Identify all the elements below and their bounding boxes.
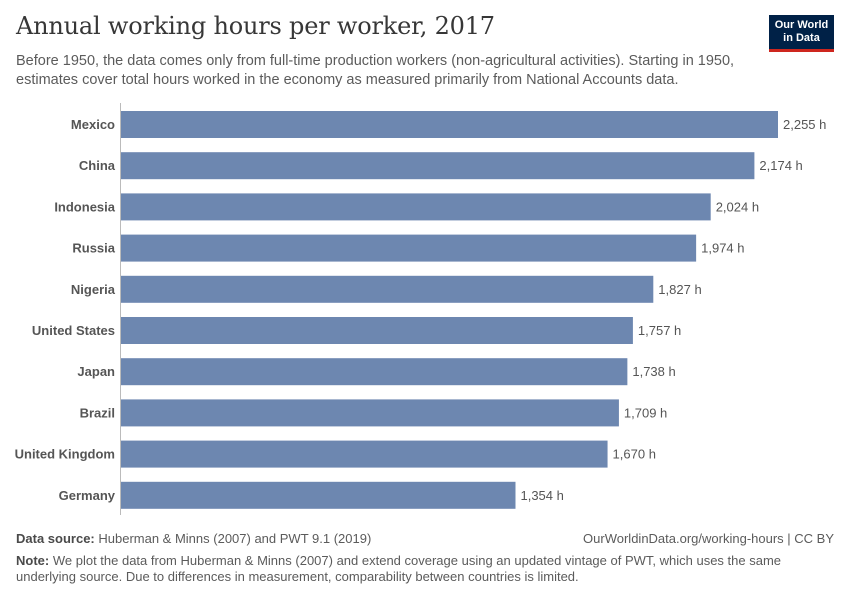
- bars-group: Mexico 2,255 h China 2,174 h Indonesia 2,024 …: [15, 111, 826, 509]
- value-label-united-kingdom: 1,670 h: [613, 447, 656, 462]
- category-label-united-states: United States: [32, 323, 115, 338]
- value-label-brazil: 1,709 h: [624, 405, 667, 420]
- category-label-nigeria: Nigeria: [71, 282, 116, 297]
- value-label-russia: 1,974 h: [701, 241, 744, 256]
- source-label: Data source:: [16, 531, 95, 546]
- category-label-indonesia: Indonesia: [54, 199, 115, 214]
- value-label-indonesia: 2,024 h: [716, 199, 759, 214]
- bar-china[interactable]: [121, 152, 755, 180]
- chart-subtitle: Before 1950, the data comes only from fu…: [16, 53, 735, 88]
- logo-text: Our World in Data: [774, 19, 829, 44]
- credit-link[interactable]: OurWorldinData.org/working-hours | CC BY: [583, 531, 834, 546]
- category-label-germany: Germany: [59, 488, 116, 503]
- source-line: Data source: Huberman & Minns (2007) and…: [16, 531, 371, 546]
- category-label-brazil: Brazil: [80, 405, 115, 420]
- note: Note: We plot the data from Huberman & M…: [16, 553, 826, 585]
- category-label-united-kingdom: United Kingdom: [15, 447, 115, 462]
- bar-russia[interactable]: [121, 234, 697, 262]
- value-label-germany: 1,354 h: [520, 488, 563, 503]
- value-label-united-states: 1,757 h: [638, 323, 681, 338]
- bar-brazil[interactable]: [121, 399, 619, 427]
- bar-united-kingdom[interactable]: [121, 440, 608, 468]
- value-label-nigeria: 1,827 h: [658, 282, 701, 297]
- bar-nigeria[interactable]: [121, 275, 654, 303]
- bar-indonesia[interactable]: [121, 193, 711, 221]
- bar-japan[interactable]: [121, 358, 628, 386]
- bar-united-states[interactable]: [121, 317, 633, 344]
- owid-logo[interactable]: Our World in Data: [769, 15, 834, 52]
- category-label-japan: Japan: [77, 364, 115, 379]
- note-label: Note:: [16, 553, 50, 568]
- value-label-china: 2,174 h: [759, 158, 802, 173]
- chart-title: Annual working hours per worker, 2017: [16, 12, 495, 40]
- category-label-china: China: [79, 158, 116, 173]
- bar-mexico[interactable]: [121, 111, 778, 138]
- bar-germany[interactable]: [121, 481, 516, 509]
- bar-chart: Mexico 2,255 h China 2,174 h Indonesia 2,024 …: [15, 103, 826, 515]
- category-label-russia: Russia: [72, 241, 115, 256]
- value-label-japan: 1,738 h: [632, 364, 675, 379]
- source-link[interactable]: Huberman & Minns (2007) and PWT 9.1 (201…: [98, 531, 372, 546]
- category-label-mexico: Mexico: [71, 117, 115, 132]
- value-label-mexico: 2,255 h: [783, 117, 826, 132]
- note-text: We plot the data from Huberman & Minns (…: [16, 553, 782, 584]
